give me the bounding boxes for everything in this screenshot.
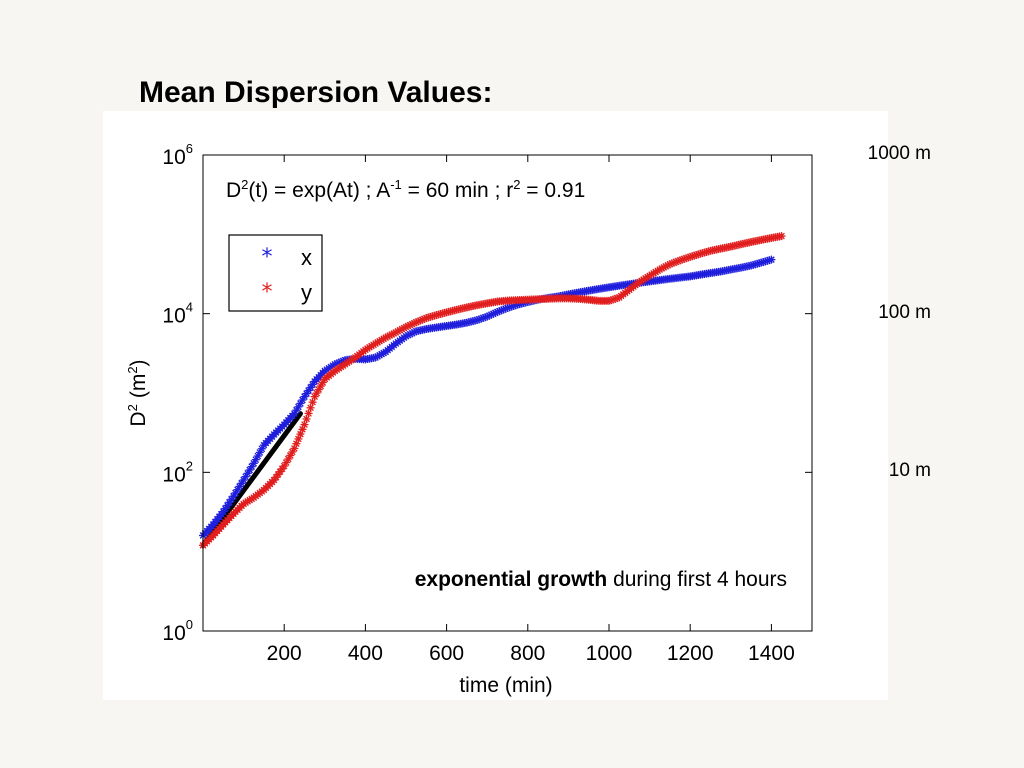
right-length-label: 1000 m bbox=[867, 143, 931, 164]
x-tick-label: 200 bbox=[267, 642, 302, 665]
data-point-y bbox=[314, 385, 323, 394]
legend-label-y: y bbox=[301, 280, 312, 305]
dispersion-chart: 200 400 600 800 1000 1200 1400 100 102 104 106 D2(… bbox=[125, 141, 813, 697]
growth-annotation: exponential growth during first 4 hours bbox=[415, 568, 787, 591]
legend: * x * y bbox=[228, 234, 323, 312]
x-tick-label: 600 bbox=[429, 642, 464, 665]
y-axis-label: D2(m2) bbox=[125, 359, 150, 426]
legend-marker-y: * bbox=[262, 280, 273, 305]
y-tick-label: 102 bbox=[162, 458, 193, 486]
series-y bbox=[199, 232, 786, 550]
legend-marker-x: * bbox=[262, 245, 273, 270]
y-tick-label: 104 bbox=[162, 300, 193, 328]
x-axis-label: time (min) bbox=[459, 674, 552, 697]
exponential-fit-line bbox=[200, 411, 303, 548]
x-tick-label: 1400 bbox=[748, 642, 795, 665]
right-length-label: 100 m bbox=[878, 301, 931, 323]
legend-box bbox=[228, 234, 323, 312]
data-point-y bbox=[777, 232, 786, 241]
legend-label-x: x bbox=[301, 245, 312, 270]
x-tick-label: 1000 bbox=[586, 642, 633, 665]
data-point-x bbox=[767, 255, 776, 264]
chart-panel bbox=[103, 111, 888, 700]
y-tick-label: 106 bbox=[162, 141, 193, 169]
x-tick-label: 800 bbox=[510, 642, 545, 665]
equation-text: D2(t) = exp(At) ; A-1 = 60 min ; r2 = 0.… bbox=[226, 177, 585, 202]
plot-frame bbox=[202, 154, 813, 632]
x-tick-label: 400 bbox=[348, 642, 383, 665]
x-tick-label: 1200 bbox=[667, 642, 714, 665]
slide-title: Mean Dispersion Values: bbox=[139, 76, 493, 109]
y-tick-label: 100 bbox=[162, 617, 193, 645]
right-length-label: 10 m bbox=[888, 460, 931, 482]
